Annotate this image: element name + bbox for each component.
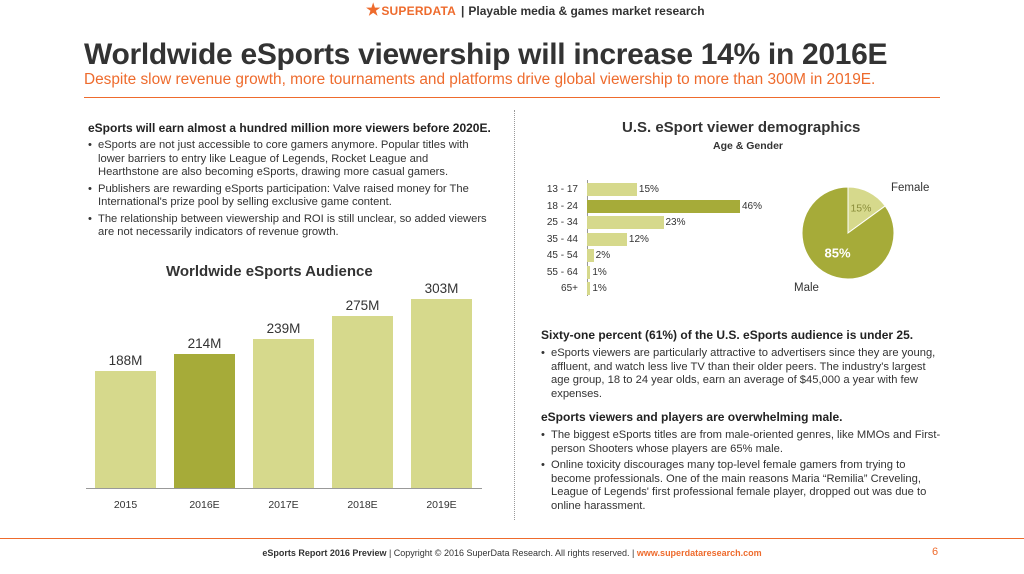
- left-heading: eSports will earn almost a hundred milli…: [88, 121, 491, 135]
- demographics-bar-value: 2%: [595, 250, 611, 261]
- audience-bar-value: 275M: [345, 298, 380, 314]
- demographics-bar: [587, 183, 637, 196]
- right-bullet-2: The biggest eSports titles are from male…: [541, 429, 946, 456]
- audience-bar: [411, 298, 472, 488]
- right-bullet-list-1: eSports viewers are particularly attract…: [541, 347, 946, 404]
- title-rule: [84, 97, 940, 98]
- pie-slice-male: [801, 186, 895, 280]
- header-separator: |: [461, 4, 465, 18]
- right-heading-1: Sixty-one percent (61%) of the U.S. eSpo…: [541, 328, 914, 342]
- top-bar: ★ SUPERDATA | Playable media & games mar…: [0, 0, 1024, 24]
- demographics-bar-value: 46%: [742, 200, 763, 212]
- audience-bar: [174, 354, 235, 488]
- demographics-bar: [587, 249, 594, 262]
- right-bullet-list-2: The biggest eSports titles are from male…: [541, 429, 946, 516]
- demographics-bar: [587, 216, 664, 229]
- left-bullet-list: eSports are not just accessible to core …: [88, 139, 490, 243]
- demographics-chart-title: U.S. eSport viewer demographics: [622, 119, 861, 136]
- demographics-bar: [587, 232, 627, 246]
- brand-name: SUPERDATA: [381, 4, 457, 18]
- page-subtitle: Despite slow revenue growth, more tourna…: [84, 71, 876, 88]
- left-bullet-3: The relationship between viewership and …: [88, 213, 490, 240]
- audience-bar-category: 2017E: [268, 499, 299, 511]
- demographics-category: 13 - 17: [546, 184, 578, 195]
- gender-pie: 15% 85%: [801, 186, 895, 280]
- audience-chart-title: Worldwide eSports Audience: [166, 263, 373, 280]
- audience-bar: [253, 338, 314, 488]
- audience-bar-category: 2019E: [426, 499, 457, 511]
- audience-bar-value: 303M: [424, 280, 459, 296]
- audience-bar-value: 188M: [108, 352, 143, 368]
- star-icon: ★: [366, 2, 381, 19]
- audience-bar: [332, 316, 393, 488]
- page-title: Worldwide eSports viewership will increa…: [84, 38, 888, 71]
- right-bullet-1: eSports viewers are particularly attract…: [541, 347, 946, 401]
- demographics-category: 55 - 64: [546, 266, 578, 278]
- demographics-category: 25 - 34: [546, 217, 578, 228]
- pie-legend-male: Male: [794, 282, 819, 294]
- demographics-chart-subtitle: Age & Gender: [713, 140, 784, 152]
- demographics-bar-value: 15%: [638, 184, 659, 195]
- pie-legend-female: Female: [891, 182, 930, 194]
- audience-bar-category: 2015: [113, 499, 138, 511]
- demographics-bar-value: 12%: [628, 233, 649, 245]
- audience-bar-category: 2016E: [189, 499, 220, 511]
- footer-copyright: | Copyright © 2016 SuperData Research. A…: [386, 548, 637, 558]
- page-number: 6: [932, 546, 939, 558]
- pie-value-male: 85%: [825, 245, 851, 260]
- footer-report-name: eSports Report 2016 Preview: [262, 548, 387, 558]
- demographics-category: 45 - 54: [546, 250, 578, 261]
- demographics-bar: [587, 282, 591, 295]
- footer-rule: [0, 538, 1024, 539]
- demographics-category: 35 - 44: [546, 233, 578, 245]
- footer-url-link[interactable]: www.superdataresearch.com: [636, 548, 762, 558]
- demographics-bar: [587, 265, 591, 279]
- audience-bar: [95, 370, 156, 488]
- right-heading-2: eSports viewers and players are overwhel…: [541, 410, 843, 424]
- demographics-bar-value: 1%: [592, 283, 607, 294]
- audience-x-axis: [86, 488, 482, 489]
- demographics-category: 65+: [561, 283, 578, 294]
- demographics-category: 18 - 24: [546, 200, 578, 212]
- superdata-logo: ★ SUPERDATA | Playable media & games mar…: [366, 2, 705, 19]
- audience-bar-value: 239M: [266, 320, 301, 336]
- demographics-bar: [587, 199, 740, 213]
- left-bullet-1: eSports are not just accessible to core …: [88, 139, 490, 180]
- footer: eSports Report 2016 Preview | Copyright …: [0, 548, 1024, 558]
- right-bullet-3: Online toxicity discourages many top-lev…: [541, 459, 946, 513]
- demographics-bar-value: 23%: [665, 217, 686, 228]
- header-tagline: Playable media & games market research: [468, 4, 705, 18]
- audience-bar-category: 2018E: [347, 499, 378, 511]
- audience-bar-value: 214M: [187, 336, 222, 352]
- column-divider: [514, 110, 515, 520]
- pie-value-female: 15%: [850, 203, 871, 215]
- left-bullet-2: Publishers are rewarding eSports partici…: [88, 183, 490, 210]
- demographics-bar-value: 1%: [592, 266, 607, 278]
